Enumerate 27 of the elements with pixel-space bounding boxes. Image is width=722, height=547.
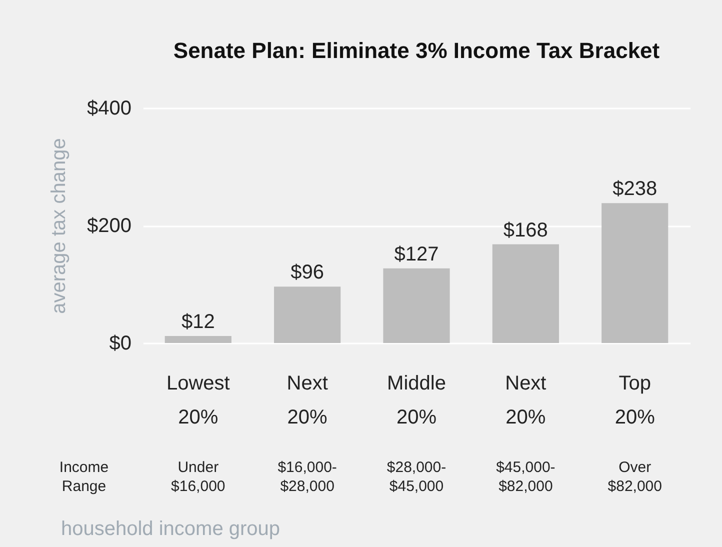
bar	[383, 268, 450, 343]
x-tick-label: Next 20%	[286, 372, 328, 428]
bar	[492, 244, 559, 343]
text: Under $16,000	[171, 459, 226, 495]
chart-title: Senate Plan: Eliminate 3% Income Tax Bracket	[173, 38, 660, 63]
y-axis-title: average tax change	[48, 138, 70, 314]
x-tick-label: Middle 20%	[387, 372, 446, 428]
text: $45,000-$82,000	[496, 459, 556, 495]
data-label: $168	[503, 219, 548, 242]
text: $16,000-$28,000	[278, 459, 337, 495]
data-label: $238	[612, 178, 658, 200]
x-axis-title: household income group	[61, 518, 280, 540]
y-tick-label: $0	[109, 332, 132, 354]
text: Over $82,000	[608, 459, 662, 495]
data-label: $127	[394, 243, 439, 266]
y-tick-label: $200	[87, 215, 132, 237]
bar	[602, 203, 668, 343]
text: $28,000-$45,000	[386, 459, 446, 495]
data-label: $96	[290, 262, 324, 284]
x-tick-label: Top 20%	[614, 372, 656, 428]
y-tick-label: $400	[87, 98, 132, 120]
bar	[164, 336, 232, 343]
x-tick-label: Lowest 20%	[166, 372, 230, 428]
data-label: $12	[181, 310, 215, 333]
bar	[274, 286, 341, 343]
x-tick-label: Next 20%	[505, 372, 547, 428]
text: Income Range	[59, 459, 109, 495]
